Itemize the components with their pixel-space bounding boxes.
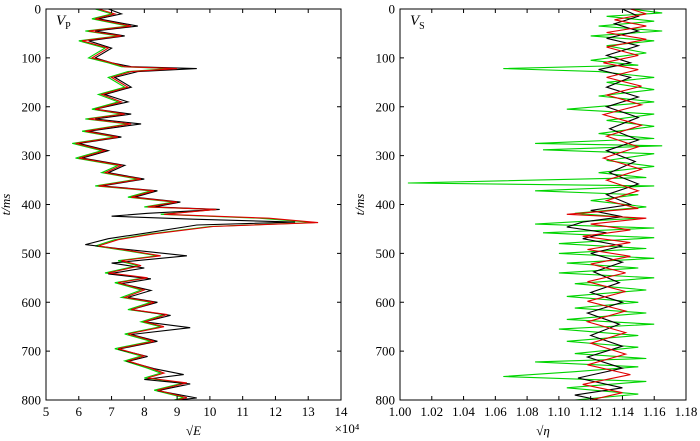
x-tick-label: 13 [302,404,315,419]
series-black-line [566,8,641,401]
x-tick-label: 10 [203,404,216,419]
y-tick-label: 700 [376,344,396,359]
y-tick-label: 100 [376,50,396,65]
y-axis-label: t/ms [0,194,13,216]
y-tick-label: 200 [376,99,396,114]
x-tick-label: 1.18 [675,404,698,419]
x-axis-label: √E [186,423,201,438]
series-red-line [566,8,647,401]
y-tick-label: 700 [22,344,42,359]
y-tick-label: 400 [376,197,396,212]
x-tick-label: 1.06 [484,404,507,419]
series-green-line [72,8,315,401]
x-tick-label: 1.02 [420,404,443,419]
x-tick-label: 1.08 [516,404,539,419]
x-tick-label: 11 [236,404,249,419]
x-tick-label: 14 [335,404,349,419]
x-tick-label: 9 [174,404,181,419]
y-tick-label: 800 [22,393,42,408]
x-tick-label: 8 [141,404,148,419]
y-tick-label: 200 [22,99,42,114]
y-tick-label: 0 [389,2,396,17]
y-tick-label: 100 [22,50,42,65]
panel-label-main: V [410,13,421,29]
series-green-line [407,8,663,401]
panel-label-subscript: P [65,21,71,32]
panel-label-main: V [56,13,67,29]
y-tick-label: 500 [376,246,396,261]
x-axis-multiplier: ×10⁴ [335,421,360,436]
plot-frame [45,8,342,401]
y-tick-label: 400 [22,197,42,212]
x-tick-label: 1.00 [389,404,412,419]
y-tick-label: 300 [22,148,42,163]
y-tick-label: 600 [22,295,42,310]
x-tick-label: 1.16 [643,404,666,419]
x-tick-label: 12 [269,404,282,419]
x-tick-label: 5 [43,404,50,419]
vs-panel: 1.00 1.02 1.04 1.06 1.08 1.10 1.12 1.14 1.16 1.18… [352,2,697,439]
y-tick-label: 0 [35,2,42,17]
x-tick-label: 1.14 [611,404,634,419]
y-axis-label: t/ms [352,194,367,216]
y-tick-label: 300 [376,148,396,163]
x-axis-label: √η [536,423,550,438]
x-tick-label: 1.12 [579,404,602,419]
y-tick-label: 500 [22,246,42,261]
x-tick-label: 6 [76,404,83,419]
x-tick-label: 1.04 [452,404,475,419]
series-red-line [75,8,319,401]
series-black-line [78,8,296,401]
panel-label-subscript: S [419,21,425,32]
x-tick-label: 7 [108,404,115,419]
y-tick-label: 800 [376,393,396,408]
panel-label: VP [56,13,71,32]
panel-label: VS [410,13,425,32]
x-tick-label: 1.10 [548,404,571,419]
vp-panel: 5 6 7 8 9 10 11 12 13 14 0 100 200 300 400 500 600 700 800… [0,2,360,439]
y-tick-label: 600 [376,295,396,310]
